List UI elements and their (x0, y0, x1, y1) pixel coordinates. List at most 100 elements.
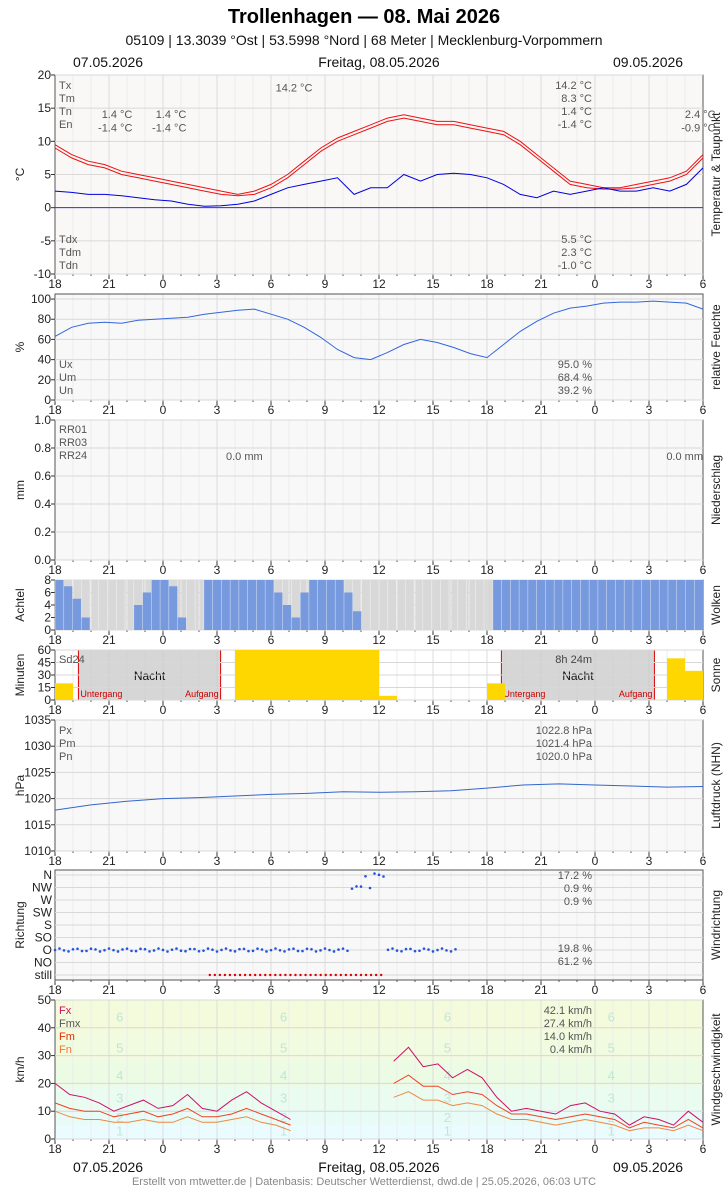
temp-xtick-label: 21 (534, 277, 548, 291)
temp-ytick-label: 0 (44, 201, 51, 215)
sun-bar (343, 650, 361, 700)
dir-ytick-label: W (41, 893, 53, 907)
cloud-bar (318, 580, 327, 630)
cloud-bar (694, 580, 703, 630)
dir-point (207, 947, 210, 950)
dir-point (99, 950, 102, 953)
dir-calm-point (360, 974, 362, 976)
sun-bar (379, 696, 397, 700)
dir-calm-point (279, 974, 281, 976)
dir-calm-point (224, 974, 226, 976)
dir-point (121, 948, 124, 951)
hum-stats-value: 39.2 % (558, 385, 592, 397)
dir-calm-point (229, 974, 231, 976)
dir-point (81, 950, 84, 953)
hum-stats-value: 95.0 % (558, 359, 592, 371)
rain-side-label: Niederschlag (709, 455, 723, 525)
dir-point (450, 950, 453, 953)
wind-xtick-label: 9 (322, 1142, 329, 1156)
temp-stats-bottom-value: 5.5 °C (561, 234, 592, 246)
footer-credit: Erstellt von mtwetter.de | Datenbasis: D… (0, 1176, 728, 1188)
rain-xtick-label: 6 (268, 563, 275, 577)
cloud-bar (291, 618, 300, 631)
pres-stats-key: Pn (59, 751, 72, 763)
rain-annotation: 0.0 mm (666, 451, 703, 463)
sun-xtick-label: 9 (322, 703, 329, 717)
dir-point (342, 947, 345, 950)
dir-calm-point (370, 974, 372, 976)
wind-xtick-label: 0 (592, 1142, 599, 1156)
dir-stats-bottom-value: 61.2 % (558, 956, 592, 968)
dir-point (180, 949, 183, 952)
dir-calm-point (249, 974, 251, 976)
dir-point (202, 949, 205, 952)
wind-stats-key: Fm (59, 1031, 75, 1043)
dir-calm-point (345, 974, 347, 976)
dir-point (310, 948, 313, 951)
temp-stats-bottom-key: Tdx (59, 234, 78, 246)
hum-xtick-label: 21 (534, 403, 548, 417)
pres-ytick-label: 1010 (24, 844, 51, 858)
dir-xtick-label: 3 (646, 983, 653, 997)
cloud-xtick-label: 9 (322, 633, 329, 647)
temp-ylabel: °C (13, 167, 27, 181)
dir-point (144, 948, 147, 951)
rain-stats-key: RR01 (59, 424, 87, 436)
cloud-bar (510, 580, 519, 630)
cloud-bar (169, 586, 178, 630)
cloud-bar (55, 580, 64, 630)
dir-calm-point (284, 974, 286, 976)
hum-stats-key: Un (59, 385, 73, 397)
wind-bft-label: 1 (444, 1124, 451, 1139)
wind-ytick-label: 50 (38, 993, 52, 1007)
cloud-bar (274, 593, 283, 631)
dir-xtick-label: 6 (268, 983, 275, 997)
cloud-bar (178, 618, 187, 631)
dir-point (175, 947, 178, 950)
sun-bar (361, 650, 379, 700)
temp-stats-bottom-value: 2.3 °C (561, 247, 592, 259)
dir-ytick-label: NO (34, 956, 52, 970)
sun-stats-key: Sd24 (59, 654, 85, 666)
pres-ytick-label: 1020 (24, 792, 51, 806)
hum-ytick-label: 0 (44, 393, 51, 407)
dir-point (324, 947, 327, 950)
dir-point (225, 947, 228, 950)
dir-point (337, 948, 340, 951)
rain-ytick-label: 0.0 (34, 553, 51, 567)
rain-xtick-label: 9 (322, 563, 329, 577)
dir-point (351, 887, 354, 890)
temp-ytick-label: 10 (38, 134, 52, 148)
dir-point (256, 947, 259, 950)
hum-xtick-label: 18 (480, 403, 494, 417)
temp-stats-top-key: Tx (59, 80, 72, 92)
cloud-xtick-label: 18 (480, 633, 494, 647)
dir-side-label: Windrichtung (709, 890, 723, 960)
dir-point (184, 950, 187, 953)
hum-ytick-label: 40 (38, 353, 52, 367)
dir-point (400, 950, 403, 953)
wind-stats-value: 14.0 km/h (544, 1031, 592, 1043)
dir-point (153, 949, 156, 952)
cloud-bar (221, 580, 230, 630)
rain-ytick-label: 0.6 (34, 469, 51, 483)
dir-calm-point (335, 974, 337, 976)
sun-night-label: Nacht (562, 669, 594, 683)
cloud-bar (685, 580, 694, 630)
dir-point (301, 950, 304, 953)
pres-stats-key: Pm (59, 738, 76, 750)
cloud-bar (493, 580, 502, 630)
sun-xtick-label: 0 (592, 703, 599, 717)
sun-sunset-label: Untergang (80, 689, 122, 699)
dir-xtick-label: 9 (322, 983, 329, 997)
rain-ytick-label: 0.2 (34, 525, 51, 539)
dir-point (117, 950, 120, 953)
pres-xtick-label: 21 (534, 854, 548, 868)
sun-bar (55, 683, 73, 700)
wind-bft-label: 3 (608, 1090, 615, 1105)
dir-xtick-label: 21 (102, 983, 116, 997)
rain-annotation: 0.0 mm (226, 451, 263, 463)
dir-calm-point (289, 974, 291, 976)
dir-point (319, 949, 322, 952)
sun-xtick-label: 21 (102, 703, 116, 717)
